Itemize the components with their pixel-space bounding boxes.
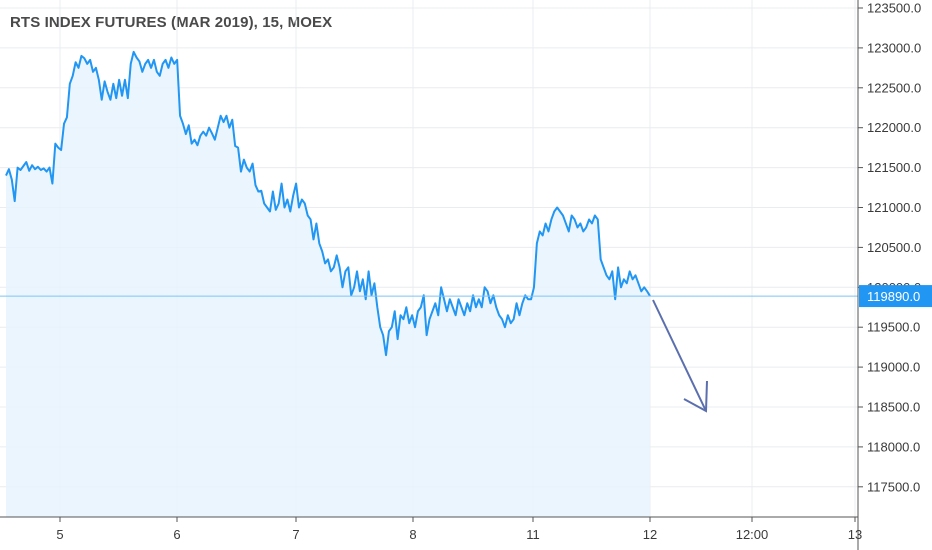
y-axis-ticks[interactable]: 117500.0 118000.0 118500.0 119000.0 119500.0… bbox=[858, 1, 921, 495]
y-tick-label: 123500.0 bbox=[867, 1, 921, 16]
y-tick-label: 123000.0 bbox=[867, 40, 921, 55]
y-tick-label: 117500.0 bbox=[867, 479, 920, 494]
last-price-label: 119890.0 bbox=[867, 289, 920, 304]
x-tick-label: 6 bbox=[173, 527, 180, 542]
x-tick-label: 12 bbox=[643, 527, 657, 542]
axes bbox=[0, 0, 859, 550]
x-tick-label: 5 bbox=[56, 527, 63, 542]
y-tick-label: 120500.0 bbox=[867, 240, 921, 255]
series-area bbox=[6, 51, 650, 517]
y-tick-label: 119000.0 bbox=[867, 360, 920, 375]
y-tick-label: 118500.0 bbox=[867, 400, 920, 415]
y-tick-label: 118000.0 bbox=[867, 439, 920, 454]
x-tick-label: 13 bbox=[848, 527, 862, 542]
x-tick-label: 12:00 bbox=[736, 527, 769, 542]
arrow-head bbox=[683, 380, 708, 413]
arrow-shaft bbox=[652, 299, 707, 412]
y-tick-label: 122500.0 bbox=[867, 80, 921, 95]
last-price-tag: 119890.0 bbox=[859, 285, 932, 308]
y-tick-label: 121000.0 bbox=[867, 200, 921, 215]
x-axis-ticks[interactable]: 5 6 7 8 11 12 12:00 13 bbox=[56, 517, 862, 542]
last-price-tag-bg bbox=[859, 285, 932, 308]
x-tick-label: 8 bbox=[409, 527, 416, 542]
y-tick-label: 122000.0 bbox=[867, 120, 921, 135]
price-area bbox=[6, 51, 650, 517]
y-tick-label: 121500.0 bbox=[867, 160, 921, 175]
forecast-arrow bbox=[652, 299, 708, 413]
x-tick-label: 11 bbox=[526, 527, 540, 542]
chart-title: RTS INDEX FUTURES (MAR 2019), 15, MOEX bbox=[10, 14, 333, 31]
y-tick-label: 119500.0 bbox=[867, 320, 920, 335]
price-line bbox=[5, 50, 651, 357]
series-line bbox=[5, 50, 651, 357]
x-tick-label: 7 bbox=[292, 527, 299, 542]
